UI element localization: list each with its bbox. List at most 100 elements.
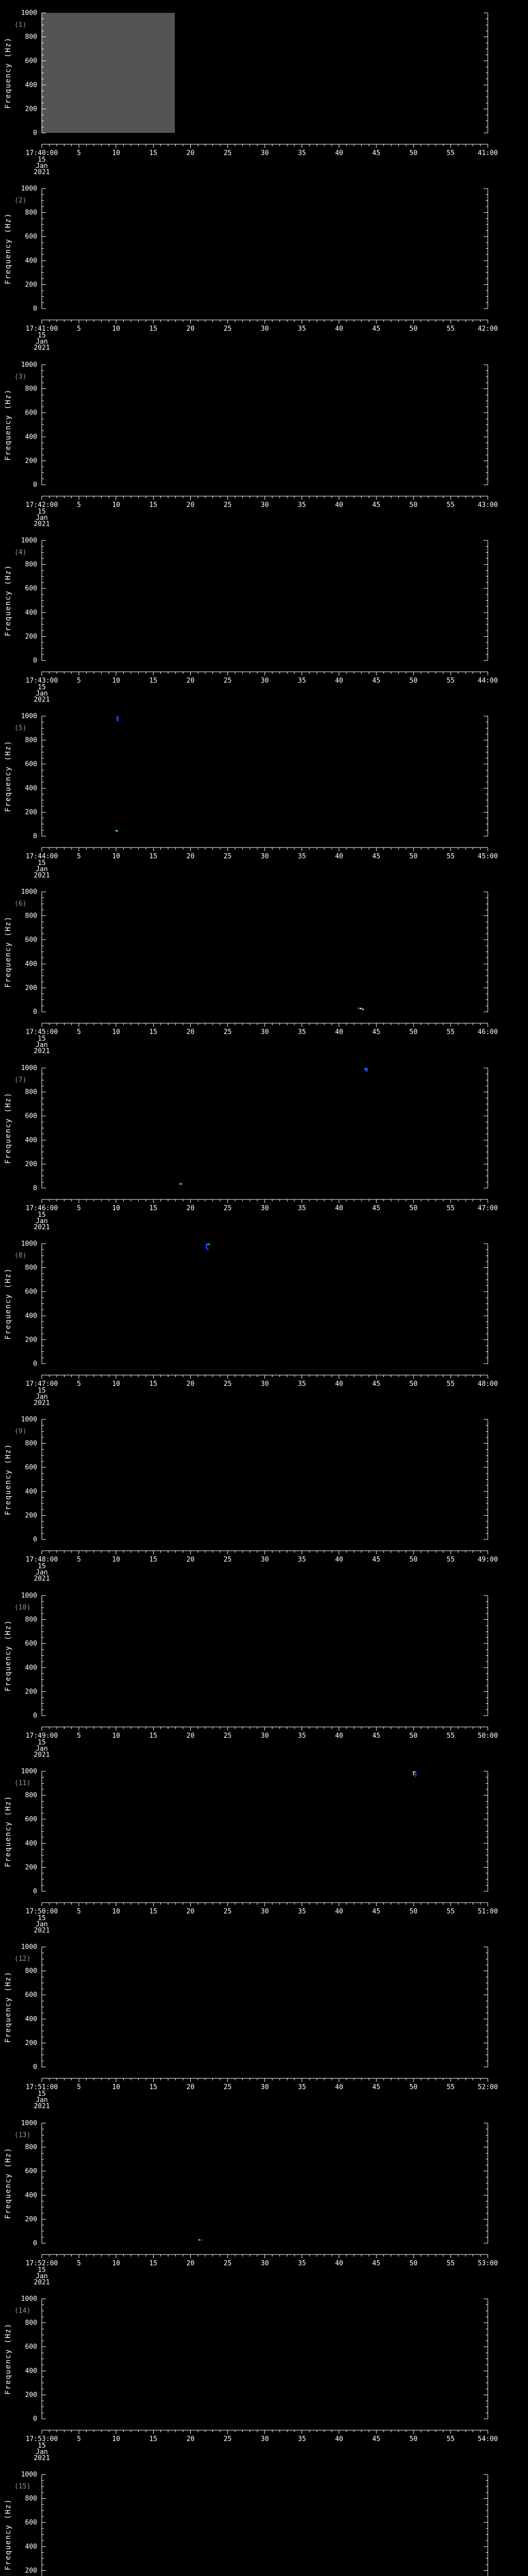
end-time-label: 53:00 [477, 2260, 498, 2267]
event-marker [201, 2239, 203, 2241]
start-time-label: 17:43:00 [26, 677, 58, 685]
x-tick-label: 5 [77, 1908, 81, 1916]
panel-index-label: (2) [14, 197, 26, 205]
x-tick-label: 10 [112, 677, 120, 685]
x-tick-label: 25 [224, 325, 232, 333]
y-tick-label: 400 [25, 2543, 37, 2551]
y-tick-label: 200 [25, 281, 37, 289]
x-tick-label: 25 [224, 2435, 232, 2443]
y-tick-label: 400 [25, 1312, 37, 1320]
x-tick-label: 5 [77, 677, 81, 685]
y-tick-label: 800 [25, 33, 37, 41]
x-tick-label: 55 [447, 501, 455, 509]
x-tick-label: 55 [447, 1908, 455, 1916]
x-tick-label: 15 [149, 1908, 157, 1916]
x-tick-label: 50 [409, 149, 418, 157]
date-line-label: 15 [38, 332, 46, 340]
date-line-label: 2021 [34, 1047, 50, 1055]
spectrogram-panel: 0 200 400 600 800 1000 5 10 15 20 25 30 35 40 45 50 55 17… [4, 1768, 498, 1935]
x-tick-label: 50 [409, 1380, 418, 1388]
x-tick-label: 10 [112, 2435, 120, 2443]
panel-index-label: (5) [14, 724, 26, 732]
y-tick-label: 0 [33, 1008, 37, 1016]
x-tick-label: 30 [261, 325, 269, 333]
date-line-label: Jan [36, 2448, 47, 2456]
date-line-label: 15 [38, 2266, 46, 2274]
y-tick-label: 800 [25, 385, 37, 393]
start-time-label: 17:50:00 [26, 1908, 58, 1916]
end-time-label: 44:00 [477, 677, 498, 685]
date-line-label: 2021 [34, 1751, 50, 1759]
x-tick-label: 15 [149, 853, 157, 860]
y-tick-label: 200 [25, 808, 37, 816]
x-tick-label: 35 [298, 2435, 306, 2443]
y-tick-label: 200 [25, 2567, 37, 2574]
x-tick-label: 20 [187, 2260, 195, 2267]
x-tick-label: 15 [149, 2083, 157, 2091]
x-tick-label: 20 [187, 677, 195, 685]
date-line-label: 15 [38, 859, 46, 867]
y-tick-label: 400 [25, 785, 37, 792]
x-tick-label: 5 [77, 1556, 81, 1564]
y-tick-label: 400 [25, 257, 37, 265]
x-tick-label: 45 [372, 1205, 381, 1212]
y-tick-label: 400 [25, 2192, 37, 2199]
date-line-label: 2021 [34, 1399, 50, 1407]
x-tick-label: 15 [149, 677, 157, 685]
date-line-label: 15 [38, 1211, 46, 1219]
x-tick-label: 10 [112, 1556, 120, 1564]
end-time-label: 42:00 [477, 325, 498, 333]
x-tick-label: 40 [335, 325, 343, 333]
date-line-label: 15 [38, 1914, 46, 1922]
date-line-label: 15 [38, 1739, 46, 1747]
date-line-label: Jan [36, 1569, 47, 1577]
x-tick-label: 30 [261, 1556, 269, 1564]
x-tick-label: 10 [112, 501, 120, 509]
end-time-label: 48:00 [477, 1380, 498, 1388]
x-tick-label: 15 [149, 325, 157, 333]
y-tick-label: 800 [25, 912, 37, 920]
event-marker [357, 1007, 359, 1009]
x-tick-label: 15 [149, 2435, 157, 2443]
x-tick-label: 10 [112, 325, 120, 333]
date-line-label: Jan [36, 338, 47, 346]
frequency-axis-label: Frequency (Hz) [4, 213, 12, 284]
x-tick-label: 30 [261, 149, 269, 157]
y-tick-label: 800 [25, 2495, 37, 2503]
frequency-axis-label: Frequency (Hz) [4, 740, 12, 812]
x-tick-label: 10 [112, 1205, 120, 1212]
frequency-axis-label: Frequency (Hz) [4, 37, 12, 109]
date-line-label: Jan [36, 1745, 47, 1753]
y-tick-label: 200 [25, 633, 37, 640]
x-tick-label: 25 [224, 677, 232, 685]
spectrogram-panel: 0 200 400 600 800 1000 5 10 15 20 25 30 35 40 45 50 55 17… [4, 713, 498, 879]
x-tick-label: 10 [112, 1380, 120, 1388]
y-tick-label: 0 [33, 2240, 37, 2247]
frequency-axis-label: Frequency (Hz) [4, 565, 12, 636]
y-tick-label: 0 [33, 129, 37, 137]
x-tick-label: 35 [298, 1556, 306, 1564]
x-tick-label: 45 [372, 1556, 381, 1564]
date-line-label: Jan [36, 1921, 47, 1928]
x-tick-label: 55 [447, 1205, 455, 1212]
x-tick-label: 45 [372, 1380, 381, 1388]
spectrogram-panel: 0 200 400 600 800 1000 5 10 15 20 25 30 35 40 45 50 55 17… [4, 2295, 498, 2462]
x-tick-label: 25 [224, 1380, 232, 1388]
event-marker [116, 830, 119, 832]
x-tick-label: 10 [112, 149, 120, 157]
y-tick-label: 600 [25, 1288, 37, 1296]
event-marker [412, 1771, 414, 1775]
x-tick-label: 5 [77, 501, 81, 509]
y-tick-label: 600 [25, 57, 37, 65]
spectrogram-panel: 0 200 400 600 800 1000 5 10 15 20 25 30 35 40 45 50 55 17… [4, 361, 498, 528]
x-tick-label: 50 [409, 2435, 418, 2443]
start-time-label: 17:52:00 [26, 2260, 58, 2267]
y-tick-label: 0 [33, 481, 37, 489]
x-tick-label: 35 [298, 1205, 306, 1212]
frequency-axis-label: Frequency (Hz) [4, 1971, 12, 2043]
date-line-label: Jan [36, 162, 47, 170]
start-time-label: 17:40:00 [26, 149, 58, 157]
frequency-axis-label: Frequency (Hz) [4, 389, 12, 461]
